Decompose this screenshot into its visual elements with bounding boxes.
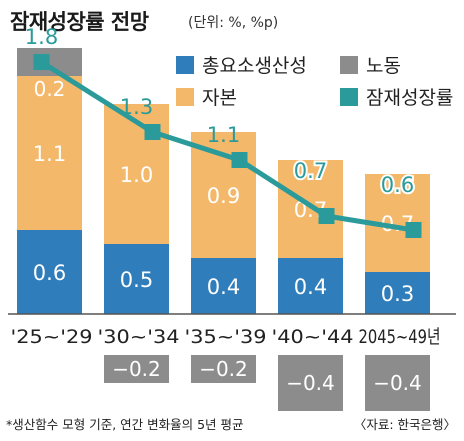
potential-marker — [405, 222, 422, 238]
legend-label: 노동 — [366, 55, 401, 77]
bar-capital — [17, 76, 82, 230]
bar-labor — [278, 355, 343, 411]
bar-labor — [365, 355, 430, 411]
potential-marker — [231, 152, 248, 168]
potential-marker — [318, 208, 335, 224]
bar-labor-label: −0.4 — [373, 371, 422, 395]
bar-capital-label: 1.0 — [120, 163, 153, 187]
category-label: '40~'44 — [272, 326, 354, 348]
chart-title: 잠재성장률 전망 — [10, 10, 149, 34]
bar-tfp — [365, 272, 430, 314]
potential-label: 1.1 — [207, 123, 240, 147]
bar-labor-label: −0.4 — [286, 371, 335, 395]
potential-label: 0.6 — [381, 173, 414, 197]
bar-tfp — [104, 244, 169, 314]
category-label: '35~'39 — [185, 326, 267, 348]
bar-tfp-label: 0.5 — [120, 268, 153, 292]
legend-label: 잠재성장률 — [366, 87, 453, 109]
bar-labor-label: −0.2 — [112, 357, 161, 381]
bar-capital-label: 1.1 — [33, 142, 66, 166]
potential-marker — [33, 54, 50, 70]
bar-labor-label: 0.2 — [34, 77, 66, 101]
category-label: '30~'34 — [98, 326, 180, 348]
bar-tfp — [191, 258, 256, 314]
potential-label: 1.3 — [120, 95, 153, 119]
bar-tfp-label: 0.4 — [207, 275, 240, 299]
legend-swatch — [340, 56, 358, 74]
potential-label: 0.7 — [294, 159, 327, 183]
bar-tfp-label: 0.4 — [294, 275, 327, 299]
legend-label: 자본 — [202, 87, 237, 109]
bar-labor-label: −0.2 — [199, 357, 248, 381]
bar-tfp — [17, 230, 82, 314]
legend-swatch — [340, 88, 358, 106]
bar-capital-label: 0.9 — [207, 184, 240, 208]
potential-marker — [144, 124, 161, 140]
source-note: 〈자료: 한국은행〉 — [353, 417, 456, 432]
bar-labor — [191, 355, 256, 383]
bar-labor — [104, 355, 169, 383]
bar-tfp-label: 0.6 — [33, 261, 66, 285]
category-label: 2045~49년 — [359, 326, 441, 348]
chart-unit: (단위: %, %p) — [188, 15, 279, 31]
footnote: *생산함수 모형 기준, 연간 변화율의 5년 평균 — [6, 417, 244, 432]
bar-tfp-label: 0.3 — [381, 282, 414, 306]
category-label: '25~'29 — [11, 326, 93, 348]
potential-label: 1.8 — [25, 25, 58, 49]
bar-tfp — [278, 258, 343, 314]
legend-swatch — [176, 56, 194, 74]
legend-label: 총요소생산성 — [202, 55, 307, 77]
legend-swatch — [176, 88, 194, 106]
